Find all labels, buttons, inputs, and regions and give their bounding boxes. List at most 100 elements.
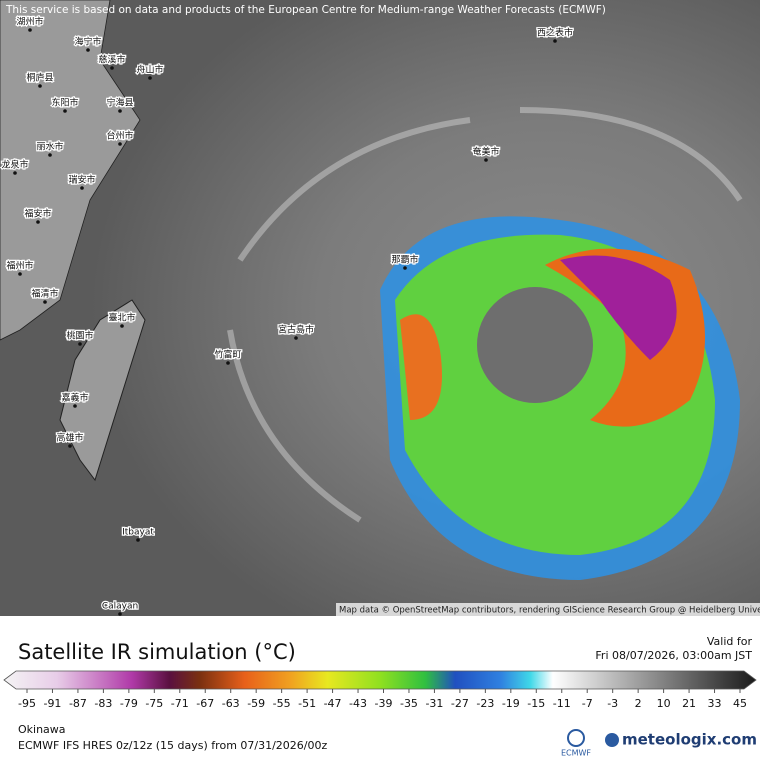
place-dot	[148, 76, 152, 80]
colorbar-ticks: -95 -91 -87 -83 -79 -75 -71 -67 -63 -59 -55 -51 -47-…	[18, 689, 747, 710]
colorbar-tick-label: -47	[324, 697, 342, 710]
colorbar-tick-label: -59	[247, 697, 265, 710]
place-label: 东阳市	[51, 97, 78, 109]
legend-title: Satellite IR simulation (°C)	[18, 640, 296, 664]
colorbar-tick-label: -7	[582, 697, 593, 710]
typhoon	[380, 216, 740, 580]
colorbar-tick-label: -27	[451, 697, 469, 710]
place-label: 湖州市	[16, 16, 43, 28]
place-dot	[13, 171, 17, 175]
colorbar-tick-label: -23	[476, 697, 494, 710]
colorbar-tick-label: -91	[43, 697, 61, 710]
place-dot	[118, 109, 122, 113]
colorbar-tick-label: 21	[682, 697, 696, 710]
colorbar-tick-label: -51	[298, 697, 316, 710]
place-dot	[73, 404, 77, 408]
place-dot	[36, 220, 40, 224]
place-dot	[63, 109, 67, 113]
attribution: Map data © OpenStreetMap contributors, r…	[339, 606, 760, 616]
place-dot	[78, 342, 82, 346]
colorbar-tick-label: 45	[733, 697, 747, 710]
place-label: 福州市	[6, 260, 33, 272]
meteologix-logo[interactable]: meteologix.com	[622, 731, 757, 749]
legend: Satellite IR simulation (°C) Valid for F…	[3, 635, 757, 758]
colorbar-tick-label: -67	[196, 697, 214, 710]
valid-label: Valid for	[707, 635, 753, 648]
colorbar-tick-label: -71	[171, 697, 189, 710]
place-dot	[80, 186, 84, 190]
place-label: 海宁市	[74, 36, 101, 48]
colorbar-tick-label: -39	[375, 697, 393, 710]
colorbar-tick-label: -83	[94, 697, 112, 710]
place-label: 臺北市	[108, 312, 135, 324]
taiwan	[59, 299, 146, 482]
place-label: 桃園市	[66, 330, 93, 342]
place-label: 舟山市	[136, 64, 163, 76]
place-label: 那覇市	[391, 254, 418, 266]
place-label: 丽水市	[36, 141, 63, 153]
place-label: 福清市	[31, 288, 58, 300]
place-dot	[484, 158, 488, 162]
mainland	[0, 0, 141, 341]
place-dot	[68, 444, 72, 448]
place-label: 台州市	[106, 130, 133, 142]
place-label: 慈溪市	[98, 54, 125, 66]
place-label: 西之表市	[537, 27, 573, 39]
map: This service is based on data and produc…	[0, 0, 760, 616]
place-label: 高雄市	[56, 432, 83, 444]
place-label: 宮古島市	[278, 324, 314, 336]
place-label: 龙泉市	[1, 159, 28, 171]
place-dot	[110, 66, 114, 70]
colorbar-tick-label: -79	[120, 697, 138, 710]
place-dot	[226, 361, 230, 365]
colorbar-tick-label: -31	[425, 697, 443, 710]
model-info: ECMWF IFS HRES 0z/12z (15 days) from 07/…	[18, 739, 328, 752]
place-dot	[120, 324, 124, 328]
place-dot	[43, 300, 47, 304]
colorbar-tick-label: -3	[607, 697, 618, 710]
place-dot	[403, 266, 407, 270]
place-label: 桐庐县	[26, 72, 53, 84]
banner: This service is based on data and produc…	[5, 4, 606, 16]
ecmwf-logo: ECMWF	[561, 749, 591, 758]
place-label: 奄美市	[472, 146, 499, 158]
place-label: Calayan	[102, 602, 138, 612]
place-label: 瑞安市	[68, 174, 95, 186]
colorbar-tick-label: -15	[527, 697, 545, 710]
place-label: 竹富町	[214, 349, 241, 361]
colorbar-tick-label: -19	[502, 697, 520, 710]
colorbar-tick-label: -55	[273, 697, 291, 710]
colorbar-tick-label: -87	[69, 697, 87, 710]
place-dot	[294, 336, 298, 340]
cloud-bands	[227, 107, 743, 523]
colorbar-tick-label: 2	[635, 697, 642, 710]
colorbar-tick-label: -75	[145, 697, 163, 710]
place-dot	[136, 538, 140, 542]
place-label: Itbayat	[122, 528, 154, 538]
attribution-bg	[336, 603, 760, 616]
ecmwf-icon	[567, 729, 585, 747]
place-dot	[86, 48, 90, 52]
colorbar-tick-label: -35	[400, 697, 418, 710]
place-dot	[118, 142, 122, 146]
place-dot	[38, 84, 42, 88]
colorbar	[3, 670, 757, 690]
place-dot	[118, 612, 122, 616]
region: Okinawa	[18, 723, 66, 736]
meteologix-icon	[605, 733, 619, 747]
place-label: 福安市	[24, 208, 51, 220]
colorbar-tick-label: -95	[18, 697, 36, 710]
colorbar-tick-label: -43	[349, 697, 367, 710]
colorbar-tick-label: -63	[222, 697, 240, 710]
place-label: 嘉義市	[61, 392, 88, 404]
place-label: 宁海县	[106, 97, 133, 109]
place-dot	[18, 272, 22, 276]
place-dot	[553, 39, 557, 43]
place-dot	[48, 153, 52, 157]
place-dot	[28, 28, 32, 32]
colorbar-tick-label: -11	[553, 697, 571, 710]
colorbar-tick-label: 33	[708, 697, 722, 710]
colorbar-tick-label: 10	[657, 697, 671, 710]
